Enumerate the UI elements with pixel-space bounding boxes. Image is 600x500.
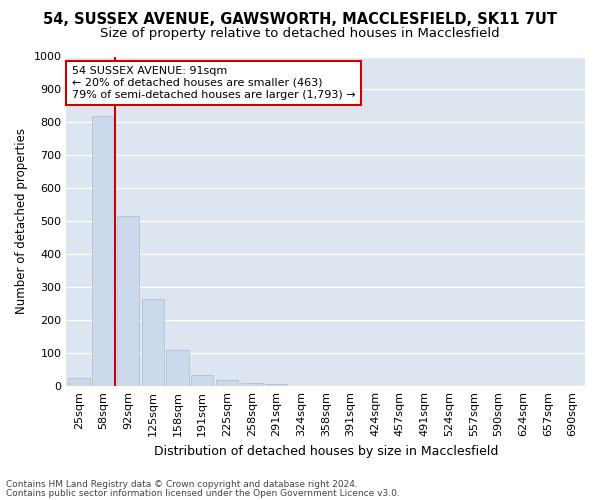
Bar bbox=[117, 216, 139, 386]
Text: 54, SUSSEX AVENUE, GAWSWORTH, MACCLESFIELD, SK11 7UT: 54, SUSSEX AVENUE, GAWSWORTH, MACCLESFIE… bbox=[43, 12, 557, 28]
X-axis label: Distribution of detached houses by size in Macclesfield: Distribution of detached houses by size … bbox=[154, 444, 498, 458]
Text: Size of property relative to detached houses in Macclesfield: Size of property relative to detached ho… bbox=[100, 28, 500, 40]
Bar bbox=[92, 116, 115, 386]
Bar bbox=[191, 374, 214, 386]
Bar bbox=[216, 380, 238, 386]
Text: 54 SUSSEX AVENUE: 91sqm
← 20% of detached houses are smaller (463)
79% of semi-d: 54 SUSSEX AVENUE: 91sqm ← 20% of detache… bbox=[71, 66, 355, 100]
Bar bbox=[241, 383, 263, 386]
Text: Contains HM Land Registry data © Crown copyright and database right 2024.: Contains HM Land Registry data © Crown c… bbox=[6, 480, 358, 489]
Bar bbox=[265, 384, 287, 386]
Bar bbox=[68, 378, 90, 386]
Text: Contains public sector information licensed under the Open Government Licence v3: Contains public sector information licen… bbox=[6, 489, 400, 498]
Bar bbox=[142, 299, 164, 386]
Y-axis label: Number of detached properties: Number of detached properties bbox=[15, 128, 28, 314]
Bar bbox=[166, 350, 188, 386]
